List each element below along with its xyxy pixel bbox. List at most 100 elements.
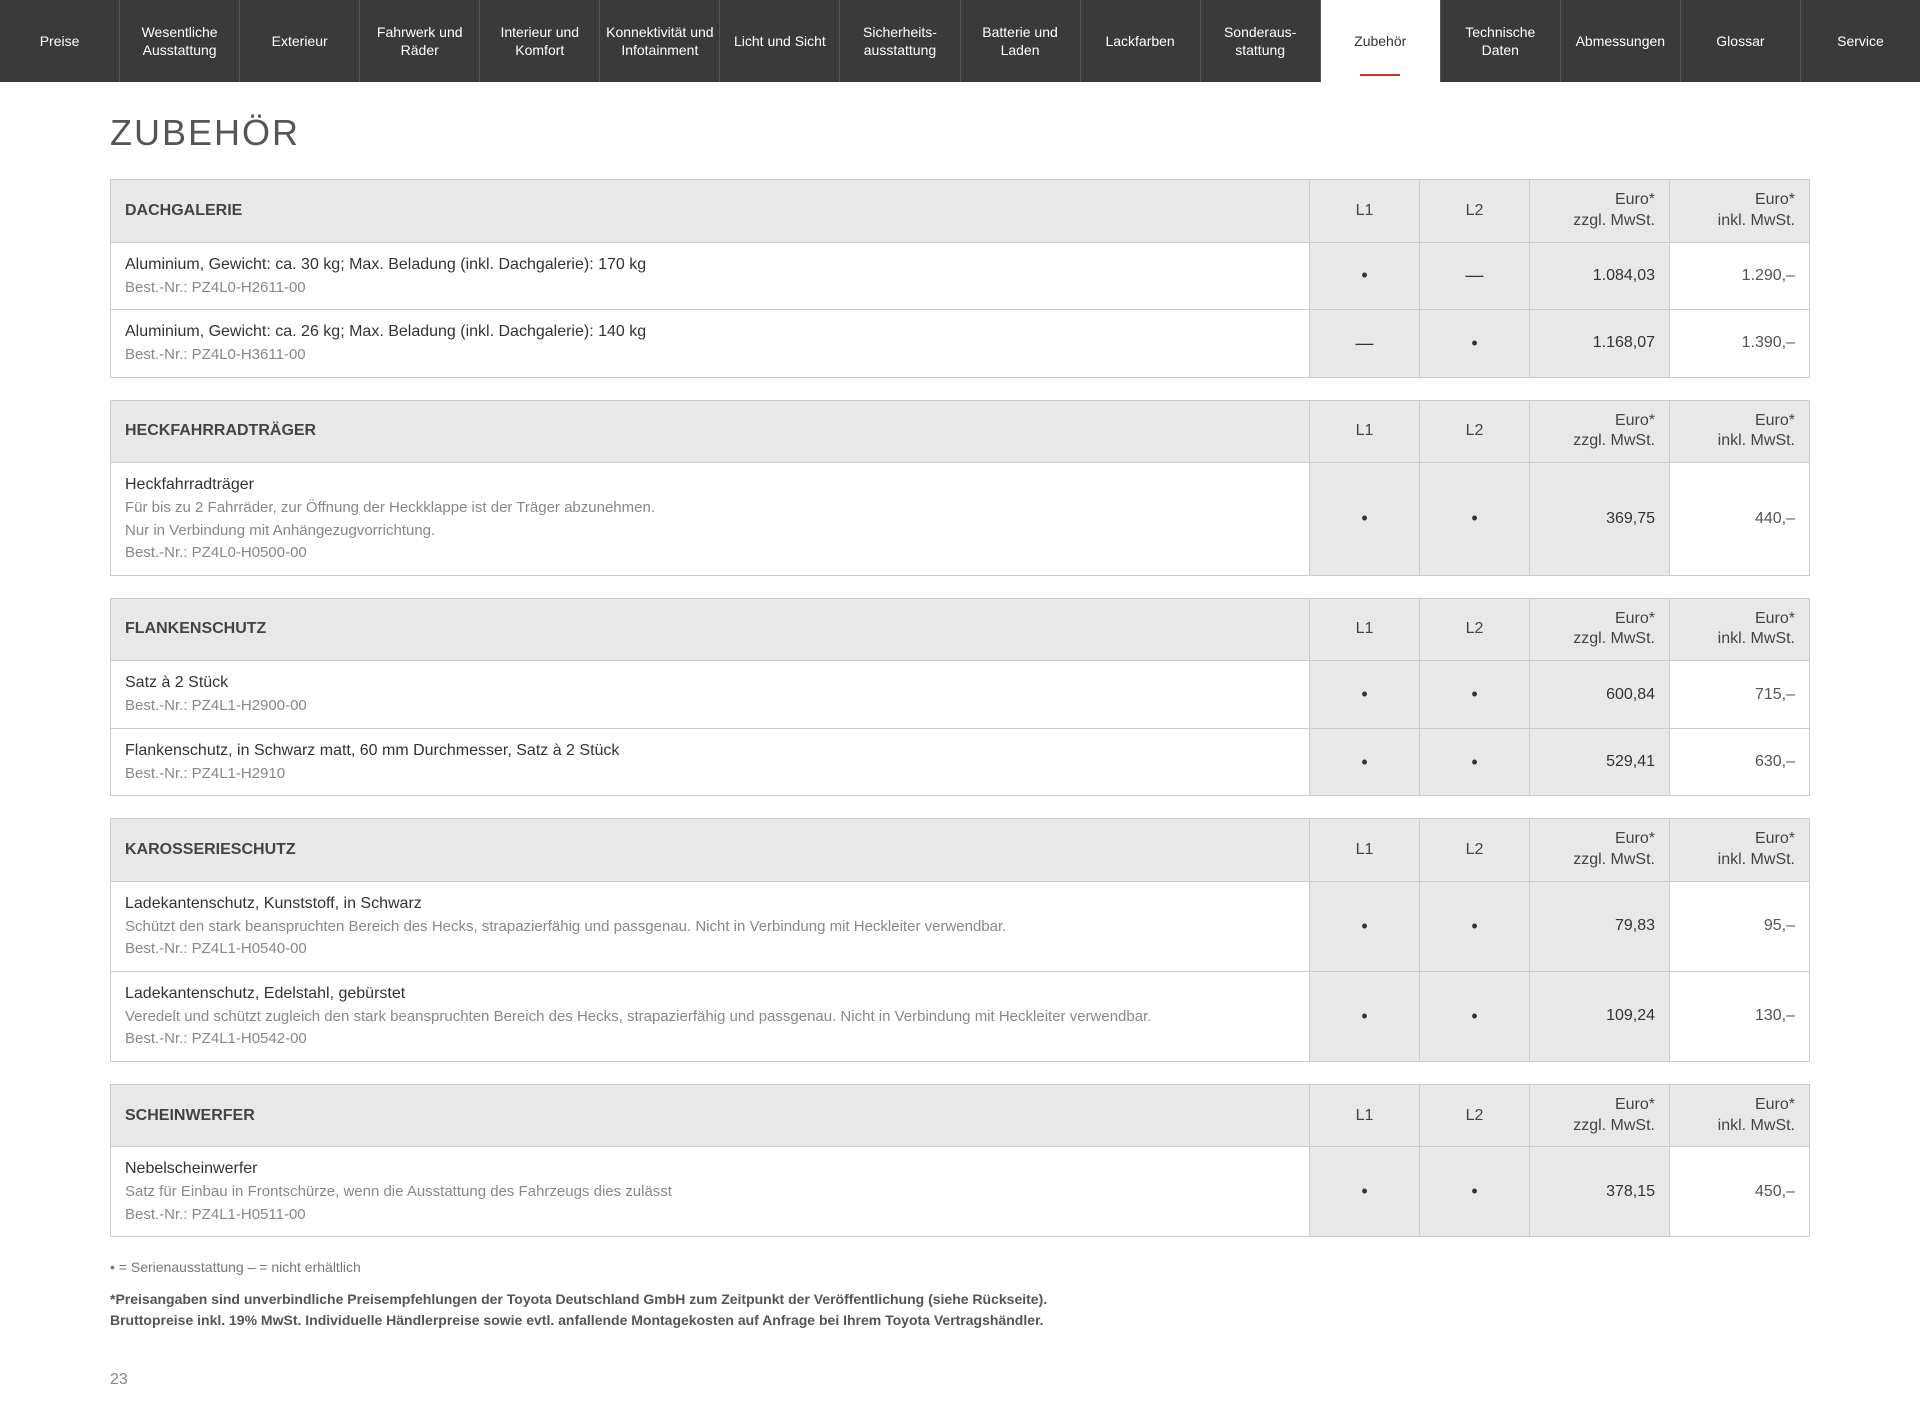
price-ex-vat: 79,83 <box>1530 881 1670 971</box>
mark-l2: • <box>1420 463 1530 576</box>
col-header-l1: L1 <box>1310 1084 1420 1147</box>
col-header-price-in: Euro*inkl. MwSt. <box>1670 819 1810 882</box>
price-table: KAROSSERIESCHUTZL1L2Euro*zzgl. MwSt.Euro… <box>110 818 1810 1062</box>
nav-tab[interactable]: Glossar <box>1681 0 1801 82</box>
col-header-l1: L1 <box>1310 819 1420 882</box>
nav-tab[interactable]: Zubehör <box>1321 0 1441 82</box>
desc-main: Aluminium, Gewicht: ca. 26 kg; Max. Bela… <box>125 320 1295 344</box>
col-header-l1: L1 <box>1310 180 1420 243</box>
table-header-row: HECKFAHRRADTRÄGERL1L2Euro*zzgl. MwSt.Eur… <box>111 400 1810 463</box>
desc-sub: Best.-Nr.: PZ4L1-H2910 <box>125 763 1295 786</box>
table-row: Satz à 2 StückBest.-Nr.: PZ4L1-H2900-00•… <box>111 661 1810 729</box>
desc-sub: Best.-Nr.: PZ4L0-H2611-00 <box>125 277 1295 300</box>
mark-l2: — <box>1420 242 1530 310</box>
table-row: NebelscheinwerferSatz für Einbau in Fron… <box>111 1147 1810 1237</box>
price-table: DACHGALERIEL1L2Euro*zzgl. MwSt.Euro*inkl… <box>110 179 1810 378</box>
col-header-price-ex: Euro*zzgl. MwSt. <box>1530 819 1670 882</box>
desc-sub: Nur in Verbindung mit Anhängezugvorricht… <box>125 520 1295 543</box>
nav-tab[interactable]: Abmessungen <box>1561 0 1681 82</box>
desc-sub: Für bis zu 2 Fahrräder, zur Öffnung der … <box>125 497 1295 520</box>
table-row: Aluminium, Gewicht: ca. 26 kg; Max. Bela… <box>111 310 1810 378</box>
price-ex-vat: 529,41 <box>1530 728 1670 796</box>
section-title: KAROSSERIESCHUTZ <box>111 819 1310 882</box>
nav-tab[interactable]: Licht und Sicht <box>720 0 840 82</box>
price-ex-vat: 378,15 <box>1530 1147 1670 1237</box>
mark-l2: • <box>1420 971 1530 1061</box>
mark-l2: • <box>1420 661 1530 729</box>
price-in-vat: 1.390,– <box>1670 310 1810 378</box>
nav-tab[interactable]: Preise <box>0 0 120 82</box>
item-description: HeckfahrradträgerFür bis zu 2 Fahrräder,… <box>111 463 1310 576</box>
mark-l1: • <box>1310 971 1420 1061</box>
price-ex-vat: 369,75 <box>1530 463 1670 576</box>
table-row: Flankenschutz, in Schwarz matt, 60 mm Du… <box>111 728 1810 796</box>
footnote-line: *Preisangaben sind unverbindliche Preise… <box>110 1289 1810 1310</box>
nav-tab[interactable]: Konnektivität und Infotainment <box>600 0 720 82</box>
table-row: Ladekantenschutz, Kunststoff, in Schwarz… <box>111 881 1810 971</box>
col-header-price-in: Euro*inkl. MwSt. <box>1670 180 1810 243</box>
desc-main: Ladekantenschutz, Edelstahl, gebürstet <box>125 982 1295 1006</box>
nav-tab[interactable]: Technische Daten <box>1441 0 1561 82</box>
nav-tab[interactable]: Sicherheits-ausstattung <box>840 0 960 82</box>
mark-l1: • <box>1310 242 1420 310</box>
desc-sub: Schützt den stark beanspruchten Bereich … <box>125 916 1295 939</box>
item-description: Ladekantenschutz, Edelstahl, gebürstetVe… <box>111 971 1310 1061</box>
page-number: 23 <box>110 1371 1810 1389</box>
col-header-l2: L2 <box>1420 1084 1530 1147</box>
price-in-vat: 130,– <box>1670 971 1810 1061</box>
table-header-row: SCHEINWERFERL1L2Euro*zzgl. MwSt.Euro*ink… <box>111 1084 1810 1147</box>
price-in-vat: 1.290,– <box>1670 242 1810 310</box>
col-header-price-ex: Euro*zzgl. MwSt. <box>1530 598 1670 661</box>
mark-l1: • <box>1310 661 1420 729</box>
item-description: Ladekantenschutz, Kunststoff, in Schwarz… <box>111 881 1310 971</box>
table-header-row: DACHGALERIEL1L2Euro*zzgl. MwSt.Euro*inkl… <box>111 180 1810 243</box>
nav-tab[interactable]: Wesentliche Ausstattung <box>120 0 240 82</box>
desc-sub: Best.-Nr.: PZ4L1-H0542-00 <box>125 1028 1295 1051</box>
legend-text: • = Serienausstattung – = nicht erhältli… <box>110 1259 1810 1275</box>
mark-l1: • <box>1310 1147 1420 1237</box>
col-header-price-in: Euro*inkl. MwSt. <box>1670 400 1810 463</box>
nav-tab[interactable]: Sonderaus-stattung <box>1201 0 1321 82</box>
desc-sub: Best.-Nr.: PZ4L0-H3611-00 <box>125 344 1295 367</box>
section-title: SCHEINWERFER <box>111 1084 1310 1147</box>
desc-sub: Veredelt und schützt zugleich den stark … <box>125 1006 1295 1029</box>
mark-l2: • <box>1420 728 1530 796</box>
price-table: HECKFAHRRADTRÄGERL1L2Euro*zzgl. MwSt.Eur… <box>110 400 1810 576</box>
price-ex-vat: 1.084,03 <box>1530 242 1670 310</box>
col-header-l2: L2 <box>1420 400 1530 463</box>
mark-l2: • <box>1420 1147 1530 1237</box>
nav-tab[interactable]: Exterieur <box>240 0 360 82</box>
section-title: HECKFAHRRADTRÄGER <box>111 400 1310 463</box>
price-in-vat: 440,– <box>1670 463 1810 576</box>
nav-tab[interactable]: Service <box>1801 0 1920 82</box>
col-header-price-in: Euro*inkl. MwSt. <box>1670 1084 1810 1147</box>
desc-main: Aluminium, Gewicht: ca. 30 kg; Max. Bela… <box>125 253 1295 277</box>
nav-bar: PreiseWesentliche AusstattungExterieurFa… <box>0 0 1920 82</box>
price-in-vat: 95,– <box>1670 881 1810 971</box>
desc-sub: Best.-Nr.: PZ4L0-H0500-00 <box>125 542 1295 565</box>
item-description: Satz à 2 StückBest.-Nr.: PZ4L1-H2900-00 <box>111 661 1310 729</box>
nav-tab[interactable]: Lackfarben <box>1081 0 1201 82</box>
desc-main: Nebelscheinwerfer <box>125 1157 1295 1181</box>
nav-tab[interactable]: Batterie und Laden <box>961 0 1081 82</box>
col-header-price-ex: Euro*zzgl. MwSt. <box>1530 1084 1670 1147</box>
desc-sub: Satz für Einbau in Frontschürze, wenn di… <box>125 1181 1295 1204</box>
mark-l1: • <box>1310 881 1420 971</box>
table-header-row: FLANKENSCHUTZL1L2Euro*zzgl. MwSt.Euro*in… <box>111 598 1810 661</box>
nav-tab[interactable]: Fahrwerk und Räder <box>360 0 480 82</box>
col-header-price-in: Euro*inkl. MwSt. <box>1670 598 1810 661</box>
mark-l1: • <box>1310 728 1420 796</box>
price-table: FLANKENSCHUTZL1L2Euro*zzgl. MwSt.Euro*in… <box>110 598 1810 797</box>
table-row: HeckfahrradträgerFür bis zu 2 Fahrräder,… <box>111 463 1810 576</box>
table-row: Aluminium, Gewicht: ca. 30 kg; Max. Bela… <box>111 242 1810 310</box>
mark-l1: • <box>1310 463 1420 576</box>
tables-container: DACHGALERIEL1L2Euro*zzgl. MwSt.Euro*inkl… <box>110 179 1810 1237</box>
desc-sub: Best.-Nr.: PZ4L1-H0511-00 <box>125 1204 1295 1227</box>
desc-sub: Best.-Nr.: PZ4L1-H0540-00 <box>125 938 1295 961</box>
item-description: Flankenschutz, in Schwarz matt, 60 mm Du… <box>111 728 1310 796</box>
nav-tab[interactable]: Interieur und Komfort <box>480 0 600 82</box>
footnote-line: Bruttopreise inkl. 19% MwSt. Individuell… <box>110 1310 1810 1331</box>
page-title: ZUBEHÖR <box>110 112 1810 154</box>
section-title: DACHGALERIE <box>111 180 1310 243</box>
col-header-price-ex: Euro*zzgl. MwSt. <box>1530 400 1670 463</box>
